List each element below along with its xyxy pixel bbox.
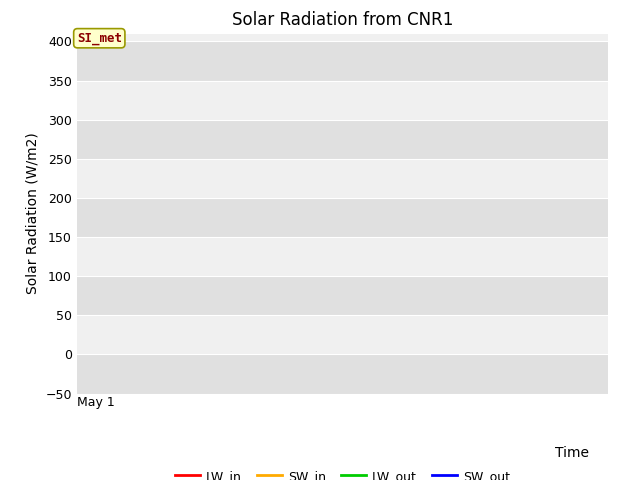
Title: Solar Radiation from CNR1: Solar Radiation from CNR1 bbox=[232, 11, 453, 29]
Text: SI_met: SI_met bbox=[77, 32, 122, 45]
Y-axis label: Solar Radiation (W/m2): Solar Radiation (W/m2) bbox=[26, 133, 40, 294]
Bar bbox=[77, 120, 608, 159]
Bar bbox=[77, 41, 608, 81]
Legend: LW_in, SW_in, LW_out, SW_out: LW_in, SW_in, LW_out, SW_out bbox=[170, 465, 515, 480]
Text: Time: Time bbox=[555, 446, 589, 460]
Bar bbox=[77, 354, 608, 394]
Bar bbox=[77, 198, 608, 237]
Bar bbox=[77, 276, 608, 315]
